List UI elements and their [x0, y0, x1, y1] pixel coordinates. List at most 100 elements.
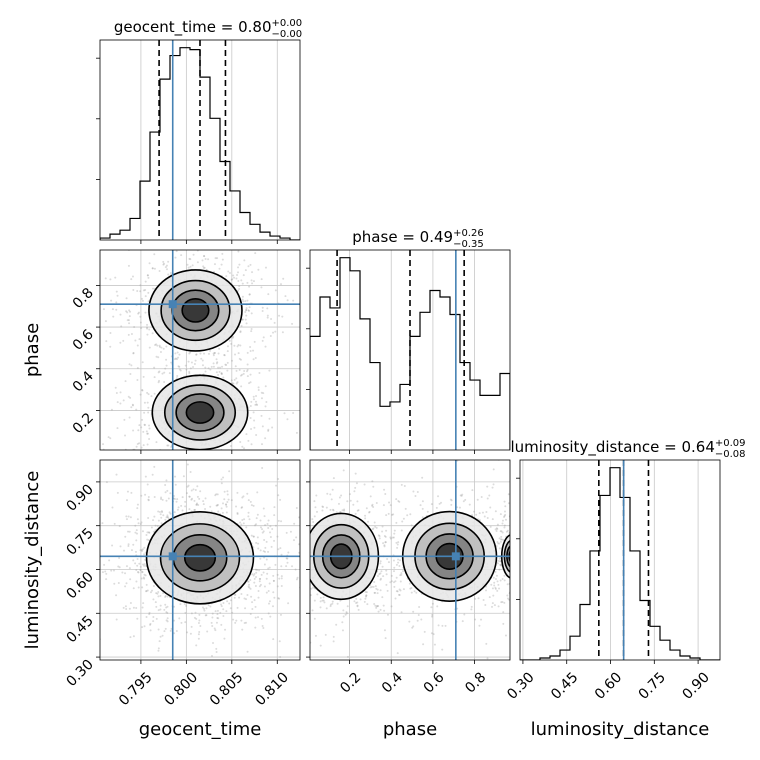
sample-point — [385, 569, 388, 572]
sample-point — [252, 411, 255, 414]
sample-point — [266, 314, 269, 317]
sample-point — [148, 611, 151, 614]
sample-point — [241, 628, 244, 631]
sample-point — [249, 497, 251, 499]
sample-point — [207, 230, 209, 232]
sample-point — [533, 575, 535, 577]
sample-point — [356, 605, 359, 608]
sample-point — [529, 562, 531, 564]
sample-point — [244, 300, 247, 303]
sample-point — [257, 616, 260, 619]
sample-point — [498, 557, 501, 560]
sample-point — [504, 513, 507, 516]
sample-point — [410, 591, 413, 594]
sample-point — [239, 330, 242, 333]
sample-point — [507, 502, 510, 505]
sample-point — [230, 278, 233, 281]
sample-point — [164, 627, 167, 630]
sample-point — [277, 477, 280, 480]
sample-point — [132, 352, 135, 355]
sample-point — [158, 511, 161, 514]
sample-point — [379, 572, 382, 575]
sample-point — [155, 450, 157, 452]
sample-point — [526, 543, 528, 545]
sample-point — [517, 540, 519, 542]
sample-point — [192, 455, 194, 457]
sample-point — [386, 613, 389, 616]
sample-point — [174, 475, 177, 478]
sample-point — [393, 566, 396, 569]
sample-point — [242, 495, 245, 498]
sample-point — [506, 594, 509, 597]
y-tick-label-phase: 0.2 — [70, 410, 97, 437]
sample-point — [112, 569, 115, 572]
sample-point — [508, 598, 510, 601]
sample-point — [242, 372, 245, 375]
sample-point — [270, 318, 273, 321]
sample-point — [125, 608, 128, 611]
sample-point — [386, 558, 389, 561]
sample-point — [240, 506, 243, 509]
sample-point — [279, 283, 282, 286]
sample-point — [482, 598, 485, 601]
sample-point — [118, 525, 121, 528]
sample-point — [248, 293, 251, 296]
x-axis-title-luminosity_distance: luminosity_distance — [531, 719, 710, 740]
sample-point — [241, 298, 244, 301]
sample-point — [286, 557, 289, 560]
sample-point — [228, 271, 231, 274]
sample-point — [134, 339, 137, 342]
sample-point — [164, 595, 167, 598]
sample-point — [383, 629, 386, 632]
sample-point — [244, 607, 247, 610]
y-tick-label-luminosity_distance: 0.90 — [63, 481, 96, 514]
sample-point — [200, 357, 203, 360]
sample-point — [184, 621, 187, 624]
joint-geocent_time-vs-luminosity_distance — [100, 455, 300, 660]
sample-point — [230, 499, 233, 502]
sample-point — [517, 599, 519, 601]
sample-point — [119, 391, 122, 394]
sample-point — [168, 372, 171, 375]
sample-point — [498, 587, 501, 590]
sample-point — [344, 613, 347, 616]
sample-point — [310, 587, 313, 590]
sample-point — [194, 508, 197, 511]
sample-point — [296, 614, 298, 616]
sample-point — [513, 578, 515, 580]
sample-point — [136, 290, 139, 293]
sample-point — [381, 530, 384, 533]
sample-point — [164, 603, 167, 606]
sample-point — [409, 513, 412, 516]
sample-point — [269, 335, 272, 338]
sample-point — [152, 616, 155, 619]
sample-point — [536, 591, 538, 593]
sample-point — [261, 443, 264, 446]
sample-point — [190, 612, 193, 615]
joint-frame-geocent_time-phase — [99, 249, 301, 451]
sample-point — [201, 259, 204, 262]
sample-point — [265, 577, 268, 580]
sample-point — [260, 286, 263, 289]
x-tick-label-luminosity_distance: 0.60 — [592, 669, 625, 702]
sample-point — [267, 428, 270, 431]
sample-point — [147, 276, 150, 279]
sample-point — [151, 267, 154, 270]
sample-point — [188, 372, 191, 375]
sample-point — [291, 322, 294, 325]
sample-point — [471, 514, 474, 517]
sample-point — [383, 609, 386, 612]
sample-point — [486, 497, 489, 500]
sample-point — [496, 528, 499, 531]
sample-point — [141, 626, 144, 629]
sample-point — [139, 290, 142, 293]
sample-point — [141, 299, 144, 302]
x-tick-label-geocent_time: 0.795 — [116, 669, 156, 709]
marginal-title-luminosity_distance: luminosity_distance = 0.64+0.09 — [510, 438, 745, 457]
sample-point — [272, 638, 275, 641]
sample-point — [157, 628, 160, 631]
sample-point — [512, 526, 514, 528]
sample-point — [127, 515, 130, 518]
sample-point — [503, 579, 506, 582]
sample-point — [501, 577, 504, 580]
